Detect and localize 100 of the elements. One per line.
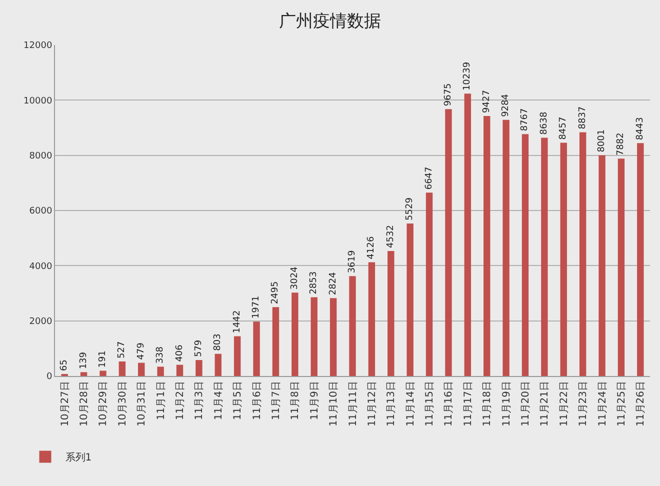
bar <box>560 142 567 376</box>
bar <box>253 322 260 376</box>
x-tick-label: 11月8日 <box>290 381 302 420</box>
y-tick-label: 4000 <box>29 262 52 272</box>
data-label: 8837 <box>578 106 588 130</box>
data-label: 3024 <box>290 266 300 290</box>
data-label: 803 <box>213 334 224 351</box>
y-tick-label: 6000 <box>29 206 52 217</box>
x-tick-label: 11月20日 <box>520 381 532 426</box>
data-label: 139 <box>78 352 89 370</box>
bar <box>406 223 414 376</box>
x-tick-label: 11月10日 <box>328 381 340 426</box>
data-label: 9427 <box>482 90 492 113</box>
data-label: 10239 <box>462 62 473 91</box>
bar <box>118 361 126 376</box>
bar <box>292 292 298 376</box>
x-tick-label: 10月29日 <box>98 381 110 426</box>
x-tick-label: 11月13日 <box>386 381 398 426</box>
data-label: 8767 <box>520 108 530 132</box>
x-tick-label: 11月17日 <box>462 381 474 426</box>
data-label: 579 <box>194 340 204 358</box>
bar <box>368 262 376 376</box>
x-tick-label: 11月22日 <box>558 381 570 426</box>
x-tick-label: 11月16日 <box>444 381 455 426</box>
bar <box>272 307 280 376</box>
data-label: 8001 <box>597 129 608 152</box>
bar <box>214 354 222 376</box>
data-label: 338 <box>156 346 166 364</box>
x-tick-label: 11月5日 <box>232 381 244 420</box>
y-tick-label: 12000 <box>24 41 52 52</box>
x-tick-label: 11月14日 <box>405 381 416 426</box>
bar <box>541 138 548 376</box>
bar <box>349 276 356 376</box>
data-label: 7882 <box>616 132 626 156</box>
x-tick-label: 11月9日 <box>309 381 320 420</box>
bar <box>522 134 529 376</box>
data-label: 191 <box>98 350 108 368</box>
data-label: 9675 <box>443 83 454 106</box>
x-tick-label: 11月18日 <box>482 381 494 426</box>
x-tick-label: 10月28日 <box>79 381 90 426</box>
data-label: 406 <box>174 344 185 362</box>
x-tick-label: 11月25日 <box>616 381 628 426</box>
data-label: 4532 <box>386 225 396 248</box>
data-label: 1971 <box>252 296 262 319</box>
data-label: 1442 <box>232 310 242 334</box>
bar <box>426 192 433 376</box>
x-tick-label: 11月7日 <box>270 381 282 420</box>
bar <box>310 297 318 376</box>
x-tick-label: 11月15日 <box>424 381 436 426</box>
data-label: 8443 <box>635 117 646 140</box>
bar <box>138 362 145 376</box>
bar <box>176 364 184 376</box>
y-tick-label: 2000 <box>29 316 52 327</box>
legend-label: 系列1 <box>65 452 92 464</box>
x-tick-label: 10月27日 <box>60 381 71 426</box>
x-tick-label: 10月30日 <box>117 381 128 426</box>
bar <box>80 372 88 376</box>
data-label: 2853 <box>309 271 320 294</box>
bar <box>388 250 394 376</box>
x-tick-label: 11月11日 <box>348 381 359 426</box>
y-tick-label: 8000 <box>29 151 52 162</box>
data-label: 3619 <box>348 250 358 274</box>
data-label: 2495 <box>270 281 281 304</box>
x-tick-label: 11月26日 <box>636 381 647 426</box>
bar <box>234 336 241 376</box>
data-label: 9284 <box>501 94 512 117</box>
bar <box>579 132 586 376</box>
bar <box>598 155 606 376</box>
x-tick-label: 10月31日 <box>136 381 148 426</box>
x-tick-label: 11月12日 <box>366 381 378 426</box>
x-tick-label: 11月24日 <box>597 381 608 426</box>
x-tick-label: 11月23日 <box>578 381 590 426</box>
x-tick-label: 11月1日 <box>156 381 167 420</box>
data-label: 4126 <box>366 236 377 260</box>
x-tick-label: 11月4日 <box>213 381 224 420</box>
x-tick-label: 11月3日 <box>194 381 206 420</box>
bar <box>502 120 510 376</box>
data-label: 2824 <box>328 272 338 296</box>
bar <box>484 116 490 376</box>
y-tick-label: 10000 <box>24 96 52 106</box>
x-tick-label: 11月21日 <box>540 381 551 426</box>
data-label: 65 <box>60 360 70 371</box>
data-label: 479 <box>136 342 146 360</box>
bar <box>196 360 202 376</box>
bar <box>637 143 644 376</box>
bar <box>445 109 452 376</box>
x-tick-label: 11月19日 <box>501 381 512 426</box>
y-tick-label: 0 <box>46 372 52 382</box>
bar <box>618 158 625 376</box>
data-label: 8457 <box>558 116 569 140</box>
bar <box>330 298 337 376</box>
data-label: 5529 <box>405 197 416 220</box>
chart-title: 广州疫情数据 <box>279 11 381 32</box>
bar <box>464 94 472 376</box>
bar <box>157 366 164 376</box>
bar <box>100 370 106 376</box>
x-tick-label: 11月2日 <box>175 381 186 420</box>
data-label: 6647 <box>424 166 434 190</box>
data-label: 8638 <box>539 112 550 135</box>
data-label: 527 <box>117 341 128 358</box>
